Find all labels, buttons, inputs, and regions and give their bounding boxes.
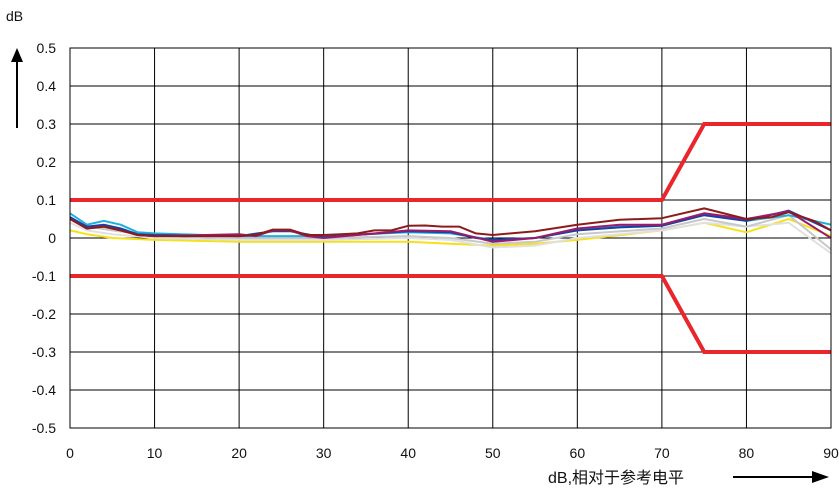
- x-axis-arrow-head: [812, 471, 829, 483]
- y-tick-label: 0.1: [37, 192, 57, 208]
- y-tick-label: -0.4: [32, 382, 56, 398]
- x-tick-label: 10: [147, 445, 163, 461]
- limit-lines: [70, 122, 831, 354]
- y-tick-label: -0.1: [32, 268, 56, 284]
- y-tick-labels: 0.5 0.4 0.3 0.2 0.1 0 -0.1 -0.2 -0.3 -0.4 -0.5: [32, 40, 56, 436]
- y-tick-label: 0.2: [37, 154, 57, 170]
- y-tick-label: -0.2: [32, 306, 56, 322]
- x-tick-label: 0: [66, 445, 74, 461]
- limit-line-upper: [70, 122, 831, 202]
- y-tick-label: -0.5: [32, 420, 56, 436]
- x-tick-labels: 0 10 20 30 40 50 60 70 80 90: [66, 445, 839, 461]
- x-tick-label: 40: [400, 445, 416, 461]
- plot-frame: [69, 47, 832, 429]
- y-tick-label: 0.5: [37, 40, 57, 56]
- series-line-6: [70, 207, 831, 238]
- x-tick-label: 30: [316, 445, 332, 461]
- y-tick-label: 0: [48, 230, 56, 246]
- y-tick-label: 0.4: [37, 78, 57, 94]
- y-axis-arrow-head: [11, 48, 23, 62]
- y-tick-label: -0.3: [32, 344, 56, 360]
- x-tick-label: 80: [739, 445, 755, 461]
- x-tick-label: 90: [823, 445, 839, 461]
- series-line-1: [70, 221, 831, 255]
- series-layer: [70, 207, 831, 255]
- x-axis-label: dB,相对于参考电平: [548, 469, 684, 487]
- x-tick-label: 60: [570, 445, 586, 461]
- y-tick-label: 0.3: [37, 116, 57, 132]
- x-tick-label: 70: [654, 445, 670, 461]
- limit-line-lower: [70, 274, 831, 354]
- x-tick-label: 50: [485, 445, 501, 461]
- x-tick-label: 20: [231, 445, 247, 461]
- y-axis-label: dB: [6, 8, 23, 24]
